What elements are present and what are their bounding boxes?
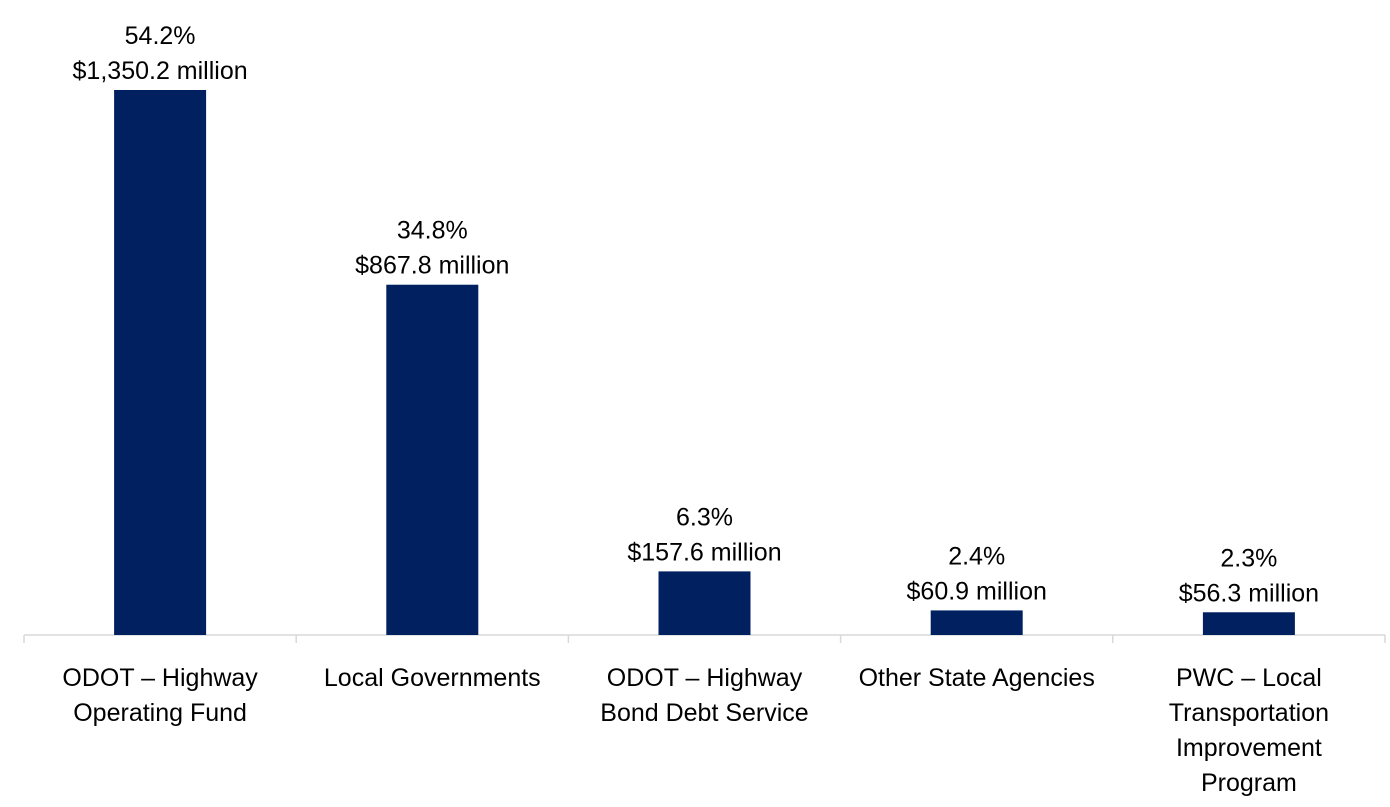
category-label: Other State Agencies — [859, 664, 1095, 692]
category-label-line: ODOT – Highway — [62, 664, 258, 692]
category-labels: ODOT – Highway Operating Fund Local Govern… — [62, 664, 1329, 797]
bar-percent-label: 34.8% — [397, 217, 468, 245]
bar-percent-label: 2.3% — [1220, 544, 1277, 572]
category-label-line: Program — [1201, 769, 1297, 797]
category-label-line: Local Governments — [324, 664, 541, 692]
bar-percent-label: 54.2% — [125, 22, 196, 50]
category-label-line: PWC – Local — [1176, 664, 1322, 692]
bar-value-label: $56.3 million — [1179, 579, 1319, 607]
data-labels: 54.2% $1,350.2 million 34.8% $867.8 million… — [73, 22, 1320, 607]
bar-percent-label: 2.4% — [948, 542, 1005, 570]
category-label: Local Governments — [324, 664, 541, 692]
category-label-line: Operating Fund — [73, 699, 247, 727]
bar-percent-label: 6.3% — [676, 503, 733, 531]
bar-5 — [1203, 612, 1295, 635]
bar-3 — [659, 571, 751, 635]
bar-2 — [386, 285, 478, 635]
bar-value-label: $60.9 million — [907, 577, 1047, 605]
bar-value-label: $867.8 million — [355, 252, 509, 280]
category-label-line: Improvement — [1176, 734, 1322, 762]
category-label-line: Bond Debt Service — [600, 699, 808, 727]
bar-1 — [114, 90, 206, 635]
x-axis-ticks — [24, 635, 1385, 643]
category-label-line: Transportation — [1169, 699, 1329, 727]
category-label: ODOT – Highway Operating Fund — [62, 664, 258, 727]
bar-4 — [931, 610, 1023, 635]
category-label: ODOT – Highway Bond Debt Service — [600, 664, 808, 727]
category-label: PWC – Local Transportation Improvement Prog… — [1169, 664, 1329, 797]
category-label-line: Other State Agencies — [859, 664, 1095, 692]
category-label-line: ODOT – Highway — [607, 664, 803, 692]
bar-value-label: $1,350.2 million — [73, 57, 248, 85]
bar-value-label: $157.6 million — [627, 538, 781, 566]
